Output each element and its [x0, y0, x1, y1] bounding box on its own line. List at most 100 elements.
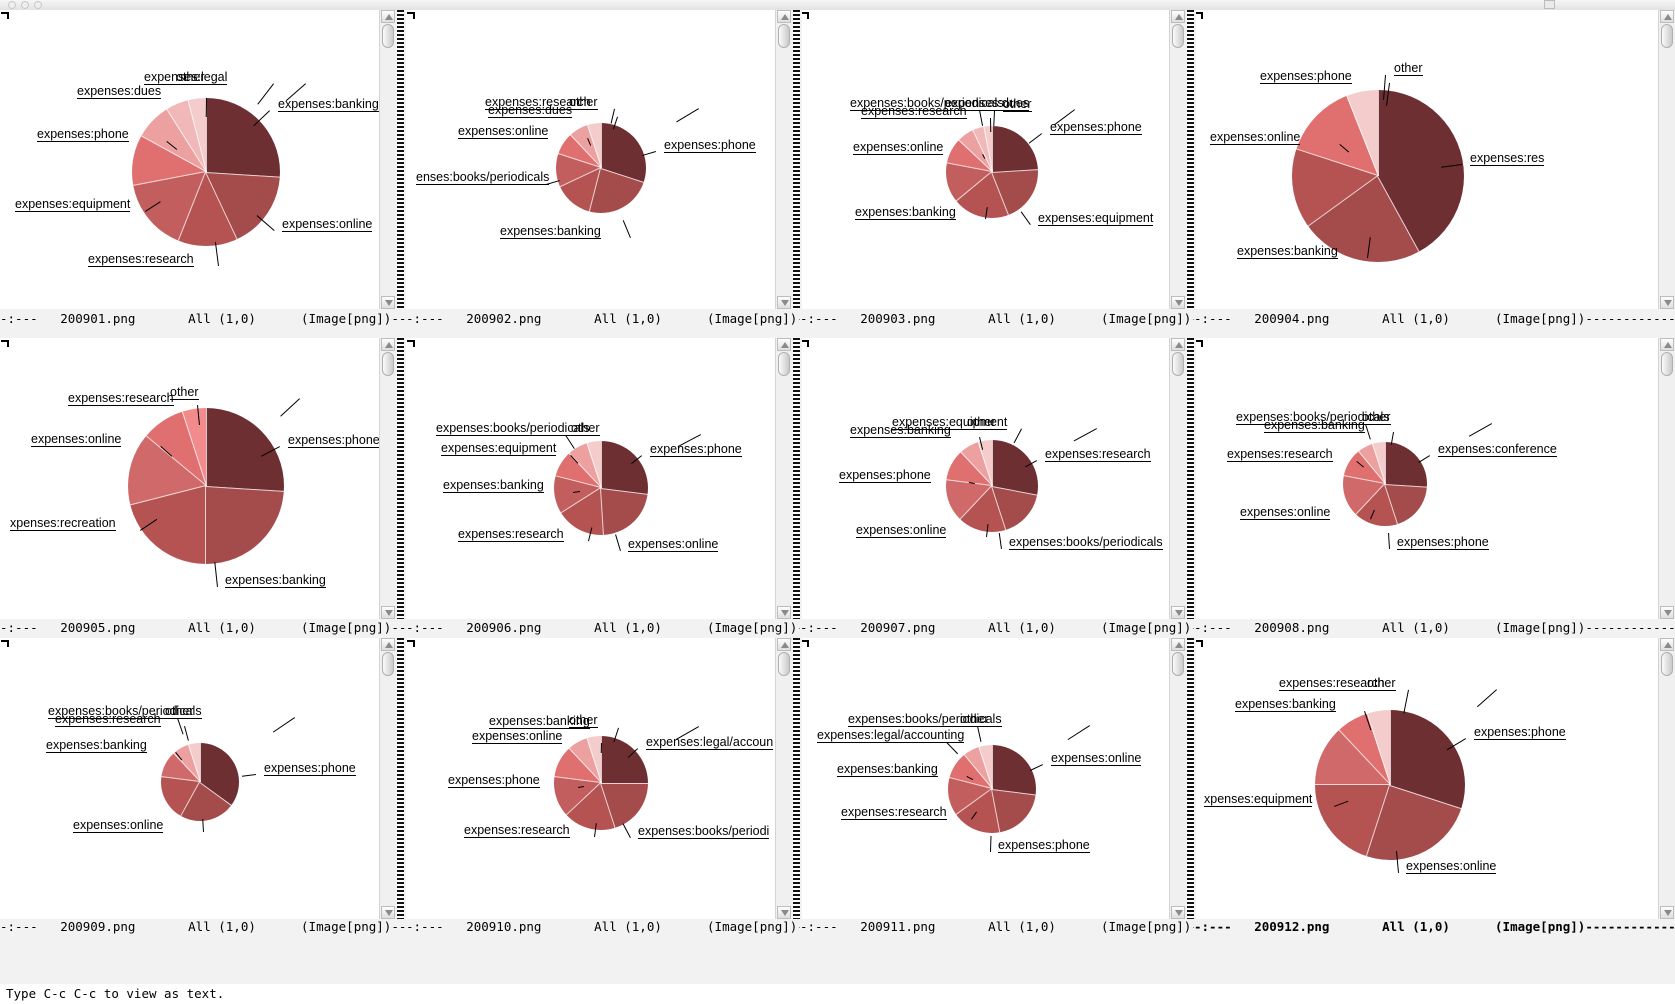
image-canvas[interactable]: expenses:phone expenses:banking enses:book…	[416, 10, 775, 309]
vertical-scrollbar[interactable]	[775, 338, 792, 619]
image-canvas[interactable]: expenses:phone expenses:banking xpenses:re…	[10, 338, 379, 619]
image-canvas[interactable]: expenses:research expenses:books/periodic…	[810, 338, 1169, 619]
scroll-down-arrow-icon[interactable]	[777, 906, 791, 919]
minibuffer[interactable]: Type C-c C-c to view as text.	[0, 984, 1675, 1004]
scroll-up-arrow-icon[interactable]	[1171, 338, 1185, 351]
pie-label: expenses:phone	[664, 138, 756, 153]
modeline-200912[interactable]: -:--- 200912.png All (1,0) (Image[png])-…	[1194, 919, 1675, 935]
scroll-up-arrow-icon[interactable]	[777, 338, 791, 351]
emacs-window-200906[interactable]: expenses:phone expenses:online expenses:re…	[406, 338, 792, 619]
scrollbar-thumb[interactable]	[778, 24, 790, 48]
image-canvas[interactable]: expenses:res expenses:banking expenses:onl…	[1204, 10, 1658, 309]
vertical-scrollbar[interactable]	[1169, 638, 1186, 919]
scroll-up-arrow-icon[interactable]	[777, 10, 791, 23]
modeline-200902[interactable]: -:--- 200902.png All (1,0) (Image[png])-…	[406, 311, 800, 327]
vertical-scrollbar[interactable]	[379, 10, 396, 309]
window-divider[interactable]	[1186, 638, 1196, 919]
scroll-down-arrow-icon[interactable]	[777, 606, 791, 619]
scrollbar-thumb[interactable]	[1172, 24, 1184, 48]
scroll-down-arrow-icon[interactable]	[1171, 606, 1185, 619]
window-controls[interactable]	[8, 1, 42, 9]
scroll-up-arrow-icon[interactable]	[381, 638, 395, 651]
vertical-scrollbar[interactable]	[1658, 638, 1675, 919]
modeline-200904[interactable]: -:--- 200904.png All (1,0) (Image[png])-…	[1194, 311, 1675, 327]
modeline-200905[interactable]: -:--- 200905.png All (1,0) (Image[png])-…	[0, 620, 406, 636]
scroll-down-arrow-icon[interactable]	[1171, 296, 1185, 309]
emacs-window-200911[interactable]: expenses:online expenses:phone expenses:re…	[800, 638, 1186, 919]
emacs-window-200905[interactable]: expenses:phone expenses:banking xpenses:re…	[0, 338, 396, 619]
window-divider[interactable]	[396, 10, 406, 309]
scrollbar-thumb[interactable]	[382, 24, 394, 48]
scroll-down-arrow-icon[interactable]	[1171, 906, 1185, 919]
scrollbar-thumb[interactable]	[1661, 24, 1673, 48]
image-canvas[interactable]: expenses:phone expenses:online xpenses:equ…	[1204, 638, 1658, 919]
scrollbar-thumb[interactable]	[1661, 352, 1673, 376]
window-divider[interactable]	[792, 638, 802, 919]
emacs-window-200903[interactable]: expenses:phone expenses:equipment expenses…	[800, 10, 1186, 309]
scroll-down-arrow-icon[interactable]	[777, 296, 791, 309]
modeline-200903[interactable]: -:--- 200903.png All (1,0) (Image[png])-…	[800, 311, 1194, 327]
scroll-up-arrow-icon[interactable]	[777, 638, 791, 651]
modeline-200909[interactable]: -:--- 200909.png All (1,0) (Image[png])-…	[0, 919, 406, 935]
window-maximize-icon[interactable]	[1544, 0, 1555, 9]
window-divider[interactable]	[792, 338, 802, 619]
scroll-up-arrow-icon[interactable]	[1171, 10, 1185, 23]
scrollbar-thumb[interactable]	[382, 652, 394, 676]
scroll-down-arrow-icon[interactable]	[1660, 606, 1674, 619]
emacs-window-200910[interactable]: expenses:legal/accoun expenses:books/peri…	[406, 638, 792, 919]
emacs-window-200907[interactable]: expenses:research expenses:books/periodic…	[800, 338, 1186, 619]
emacs-window-200901[interactable]: expenses:banking expenses:online expenses:…	[0, 10, 396, 309]
window-divider[interactable]	[1186, 10, 1196, 309]
scroll-up-arrow-icon[interactable]	[1660, 10, 1674, 23]
vertical-scrollbar[interactable]	[1169, 10, 1186, 309]
emacs-window-200912[interactable]: expenses:phone expenses:online xpenses:equ…	[1194, 638, 1675, 919]
emacs-window-200902[interactable]: expenses:phone expenses:banking enses:book…	[406, 10, 792, 309]
modeline-200910[interactable]: -:--- 200910.png All (1,0) (Image[png])-…	[406, 919, 800, 935]
window-divider[interactable]	[396, 638, 406, 919]
scrollbar-thumb[interactable]	[778, 352, 790, 376]
pie-chart	[1292, 90, 1464, 262]
image-canvas[interactable]: expenses:phone expenses:online expenses:ba…	[10, 638, 379, 919]
vertical-scrollbar[interactable]	[775, 10, 792, 309]
vertical-scrollbar[interactable]	[379, 338, 396, 619]
image-canvas[interactable]: expenses:phone expenses:equipment expenses…	[810, 10, 1169, 309]
emacs-window-200909[interactable]: expenses:phone expenses:online expenses:ba…	[0, 638, 396, 919]
scroll-up-arrow-icon[interactable]	[381, 10, 395, 23]
window-divider[interactable]	[792, 10, 802, 309]
scroll-up-arrow-icon[interactable]	[1171, 638, 1185, 651]
scroll-down-arrow-icon[interactable]	[381, 296, 395, 309]
scroll-down-arrow-icon[interactable]	[1660, 906, 1674, 919]
vertical-scrollbar[interactable]	[1658, 10, 1675, 309]
modeline-200908[interactable]: -:--- 200908.png All (1,0) (Image[png])-…	[1194, 620, 1675, 636]
modeline-200901[interactable]: -:--- 200901.png All (1,0) (Image[png])-…	[0, 311, 406, 327]
scrollbar-thumb[interactable]	[1172, 652, 1184, 676]
modeline-200906[interactable]: -:--- 200906.png All (1,0) (Image[png])-…	[406, 620, 800, 636]
vertical-scrollbar[interactable]	[775, 638, 792, 919]
scroll-down-arrow-icon[interactable]	[381, 906, 395, 919]
image-canvas[interactable]: expenses:conference expenses:phone expense…	[1204, 338, 1658, 619]
modeline-200911[interactable]: -:--- 200911.png All (1,0) (Image[png])-…	[800, 919, 1194, 935]
modeline-200907[interactable]: -:--- 200907.png All (1,0) (Image[png])-…	[800, 620, 1194, 636]
image-canvas[interactable]: expenses:legal/accoun expenses:books/peri…	[416, 638, 775, 919]
image-canvas[interactable]: expenses:phone expenses:online expenses:re…	[416, 338, 775, 619]
scrollbar-thumb[interactable]	[1661, 652, 1673, 676]
window-divider[interactable]	[396, 338, 406, 619]
vertical-scrollbar[interactable]	[1658, 338, 1675, 619]
window-divider[interactable]	[1186, 338, 1196, 619]
scrollbar-thumb[interactable]	[1172, 352, 1184, 376]
scrollbar-thumb[interactable]	[382, 352, 394, 376]
emacs-window-200908[interactable]: expenses:conference expenses:phone expense…	[1194, 338, 1675, 619]
vertical-scrollbar[interactable]	[379, 638, 396, 919]
scroll-up-arrow-icon[interactable]	[1660, 638, 1674, 651]
scroll-down-arrow-icon[interactable]	[1660, 296, 1674, 309]
vertical-scrollbar[interactable]	[1169, 338, 1186, 619]
scroll-up-arrow-icon[interactable]	[1660, 338, 1674, 351]
image-canvas[interactable]: expenses:online expenses:phone expenses:re…	[810, 638, 1169, 919]
emacs-window-200904[interactable]: expenses:res expenses:banking expenses:onl…	[1194, 10, 1675, 309]
buffer-start-marker	[1195, 640, 1203, 648]
pie-label: expenses:legal/accoun	[646, 735, 774, 750]
scroll-down-arrow-icon[interactable]	[381, 606, 395, 619]
image-canvas[interactable]: expenses:banking expenses:online expenses:…	[10, 10, 379, 309]
scroll-up-arrow-icon[interactable]	[381, 338, 395, 351]
scrollbar-thumb[interactable]	[778, 652, 790, 676]
